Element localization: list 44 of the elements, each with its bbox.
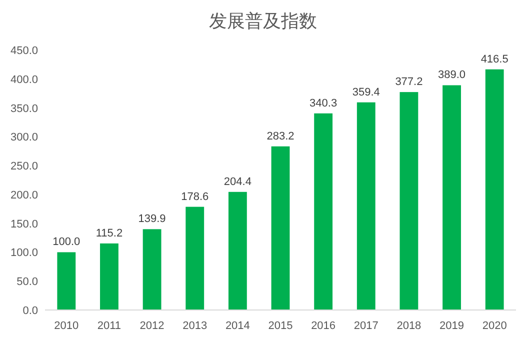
data-label: 389.0: [438, 69, 466, 82]
bar: [228, 192, 247, 310]
y-tick-label: 400.0: [10, 74, 38, 86]
bar: [142, 229, 162, 310]
bar: [356, 102, 376, 310]
x-tick-label: 2013: [182, 320, 208, 332]
y-tick-label: 350.0: [10, 102, 38, 115]
y-tick-label: 450.0: [10, 45, 38, 57]
data-label: 283.2: [266, 130, 294, 142]
y-tick-label: 250.0: [10, 160, 38, 173]
data-label: 100.0: [52, 236, 80, 248]
data-label: 139.9: [138, 213, 166, 226]
x-tick-label: 2011: [97, 320, 122, 332]
x-tick-label: 2010: [54, 320, 79, 332]
bar: [100, 243, 118, 310]
bar: [485, 69, 504, 310]
bar: [186, 206, 204, 310]
y-tick-label: 200.0: [10, 189, 38, 202]
data-label: 204.4: [224, 176, 252, 188]
x-tick-label: 2012: [140, 320, 164, 332]
data-label: 340.3: [310, 97, 338, 110]
bar: [57, 252, 76, 310]
x-tick-label: 2018: [396, 320, 422, 332]
bar: [271, 146, 290, 310]
bar: [314, 113, 333, 310]
x-tick-label: 2016: [311, 320, 336, 332]
x-tick-label: 2020: [482, 320, 507, 332]
data-label: 377.2: [395, 76, 423, 88]
data-label: 115.2: [96, 227, 123, 240]
data-label: 416.5: [480, 53, 508, 66]
x-tick-label: 2014: [225, 320, 250, 332]
x-tick-label: 2015: [268, 320, 293, 332]
x-tick-label: 2017: [354, 320, 378, 332]
bar: [400, 92, 418, 310]
data-label: 178.6: [181, 190, 209, 203]
bar: [442, 85, 461, 310]
y-tick-label: 0.0: [22, 305, 38, 317]
x-tick-label: 2019: [440, 320, 464, 332]
chart-title: 发展普及指数: [209, 11, 317, 31]
y-tick-label: 150.0: [10, 218, 38, 230]
y-tick-label: 50.0: [16, 276, 38, 288]
y-tick-label: 300.0: [10, 132, 38, 144]
data-label: 359.4: [352, 86, 380, 98]
y-tick-label: 100.0: [10, 247, 38, 260]
